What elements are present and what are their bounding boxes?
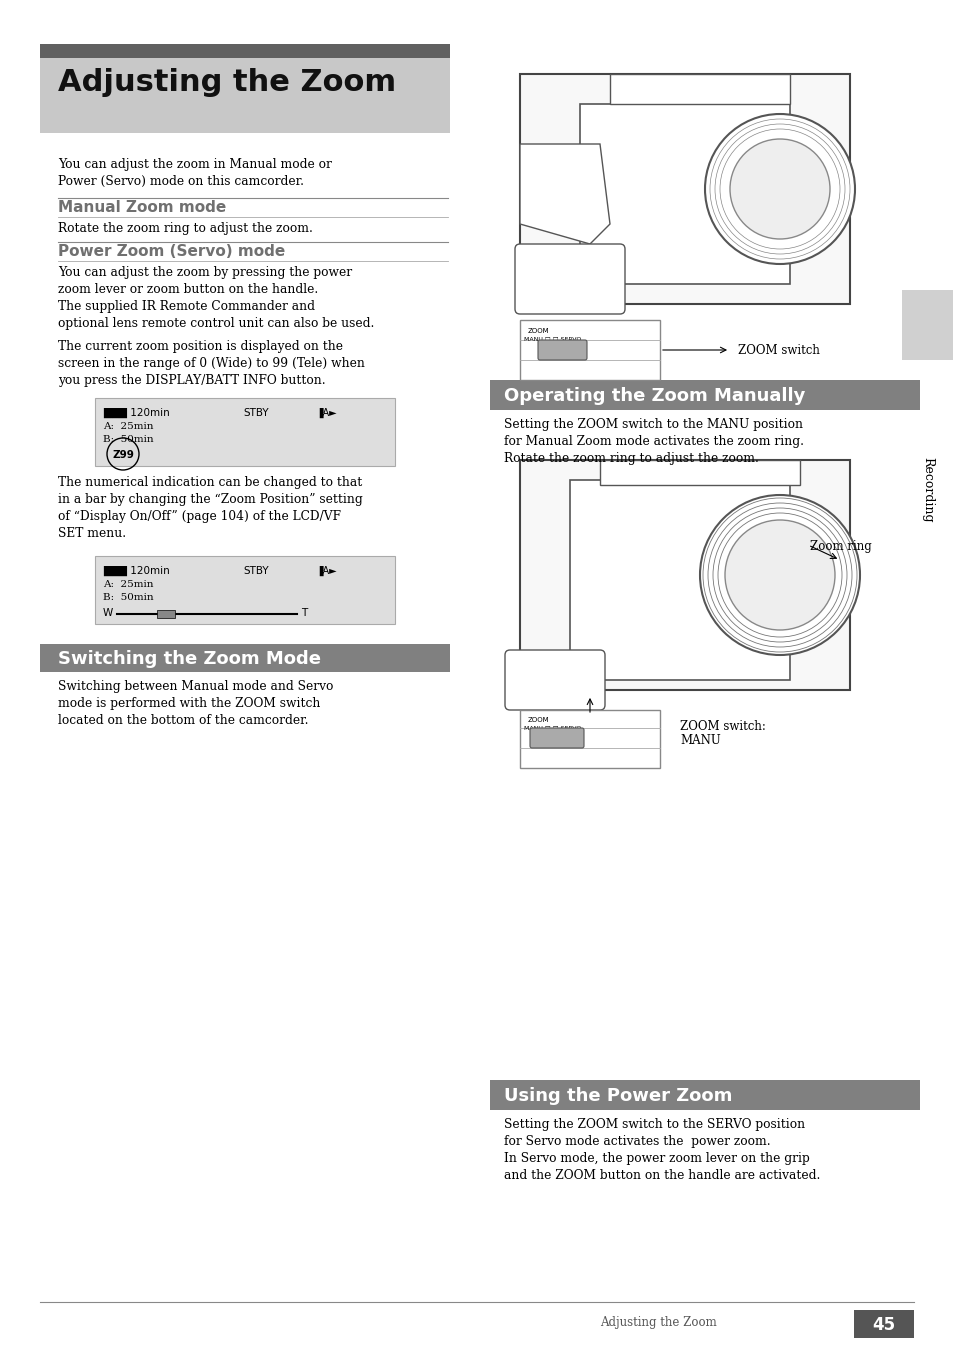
- Circle shape: [704, 114, 854, 264]
- Bar: [519, 320, 659, 380]
- Bar: [519, 710, 659, 768]
- Text: Adjusting the Zoom: Adjusting the Zoom: [599, 1315, 716, 1329]
- Text: Zoom ring: Zoom ring: [809, 539, 871, 553]
- Text: A:  25min: A: 25min: [103, 580, 153, 589]
- Text: ███ 120min: ███ 120min: [103, 566, 170, 576]
- Bar: [157, 610, 174, 618]
- Text: B:  50min: B: 50min: [103, 435, 153, 443]
- Polygon shape: [519, 145, 609, 243]
- Text: The numerical indication can be changed to that
in a bar by changing the “Zoom P: The numerical indication can be changed …: [58, 476, 362, 539]
- Text: Setting the ZOOM switch to the MANU position
for Manual Zoom mode activates the : Setting the ZOOM switch to the MANU posi…: [503, 418, 803, 465]
- Text: Operating the Zoom Manually: Operating the Zoom Manually: [503, 387, 804, 406]
- Text: MANU: MANU: [679, 734, 720, 748]
- Text: ZOOM switch:: ZOOM switch:: [679, 721, 765, 733]
- Bar: [490, 380, 919, 410]
- Text: A:  25min: A: 25min: [103, 422, 153, 431]
- Circle shape: [729, 139, 829, 239]
- Bar: [490, 1080, 919, 1110]
- Text: ZOOM: ZOOM: [527, 717, 549, 723]
- Text: STBY: STBY: [243, 408, 269, 418]
- Text: ZOOM switch: ZOOM switch: [738, 343, 819, 357]
- Bar: [579, 104, 789, 284]
- Text: Adjusting the Zoom: Adjusting the Zoom: [58, 68, 395, 97]
- Bar: [599, 460, 800, 485]
- Text: Switching between Manual mode and Servo
mode is performed with the ZOOM switch
l: Switching between Manual mode and Servo …: [58, 680, 333, 727]
- Text: Using the Power Zoom: Using the Power Zoom: [503, 1087, 732, 1105]
- Text: W: W: [103, 608, 113, 618]
- FancyBboxPatch shape: [504, 650, 604, 710]
- FancyBboxPatch shape: [537, 339, 586, 360]
- Text: STBY: STBY: [243, 566, 269, 576]
- Bar: [519, 460, 849, 690]
- Text: B:  50min: B: 50min: [103, 594, 153, 602]
- Bar: [40, 644, 450, 672]
- Bar: [853, 1310, 913, 1338]
- Text: Recording: Recording: [921, 457, 934, 523]
- Bar: [569, 480, 789, 680]
- Text: ███ 120min: ███ 120min: [103, 408, 170, 418]
- Bar: [95, 397, 395, 466]
- Text: Manual Zoom mode: Manual Zoom mode: [58, 200, 226, 215]
- Bar: [40, 45, 450, 58]
- Text: Z99: Z99: [112, 450, 133, 460]
- Text: T: T: [301, 608, 307, 618]
- Circle shape: [724, 521, 834, 630]
- Text: ▐A►: ▐A►: [314, 408, 336, 418]
- Text: The current zoom position is displayed on the
screen in the range of 0 (Wide) to: The current zoom position is displayed o…: [58, 339, 364, 387]
- Bar: [609, 74, 789, 104]
- Text: Power Zoom (Servo) mode: Power Zoom (Servo) mode: [58, 243, 285, 260]
- Bar: [95, 556, 395, 625]
- Bar: [901, 289, 953, 360]
- Circle shape: [700, 495, 859, 654]
- Text: ▐A►: ▐A►: [314, 566, 336, 576]
- Text: You can adjust the zoom in Manual mode or
Power (Servo) mode on this camcorder.: You can adjust the zoom in Manual mode o…: [58, 158, 332, 188]
- Text: Setting the ZOOM switch to the SERVO position
for Servo mode activates the  powe: Setting the ZOOM switch to the SERVO pos…: [503, 1118, 820, 1182]
- Bar: [40, 58, 450, 132]
- Bar: [519, 74, 849, 304]
- Text: MANU □ □ SERVO: MANU □ □ SERVO: [523, 725, 580, 730]
- Text: 45: 45: [872, 1315, 895, 1334]
- Text: Rotate the zoom ring to adjust the zoom.: Rotate the zoom ring to adjust the zoom.: [58, 222, 313, 235]
- Text: You can adjust the zoom by pressing the power
zoom lever or zoom button on the h: You can adjust the zoom by pressing the …: [58, 266, 374, 330]
- FancyBboxPatch shape: [530, 727, 583, 748]
- Text: ZOOM: ZOOM: [527, 329, 549, 334]
- Text: MANU □ □ SERVO: MANU □ □ SERVO: [523, 337, 580, 341]
- FancyBboxPatch shape: [515, 243, 624, 314]
- Text: Switching the Zoom Mode: Switching the Zoom Mode: [58, 650, 320, 668]
